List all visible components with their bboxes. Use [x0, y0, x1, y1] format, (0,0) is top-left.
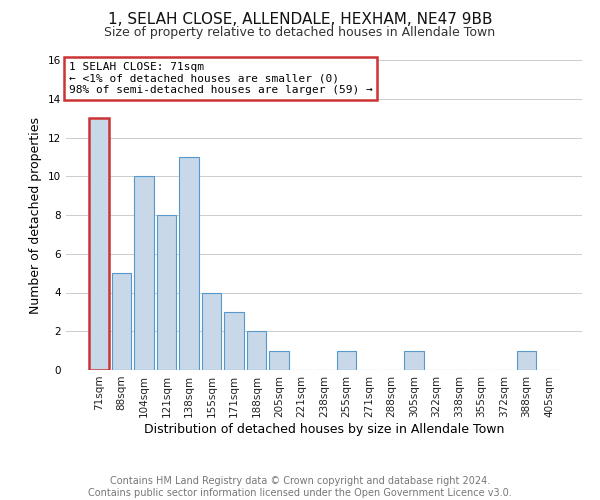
Bar	[269, 350, 289, 370]
Bar	[247, 331, 266, 370]
Bar	[179, 157, 199, 370]
Bar	[112, 273, 131, 370]
Bar	[89, 118, 109, 370]
Bar	[134, 176, 154, 370]
Bar	[224, 312, 244, 370]
Text: 1 SELAH CLOSE: 71sqm
← <1% of detached houses are smaller (0)
98% of semi-detach: 1 SELAH CLOSE: 71sqm ← <1% of detached h…	[68, 62, 373, 95]
Text: 1, SELAH CLOSE, ALLENDALE, HEXHAM, NE47 9BB: 1, SELAH CLOSE, ALLENDALE, HEXHAM, NE47 …	[108, 12, 492, 28]
Bar	[202, 292, 221, 370]
Y-axis label: Number of detached properties: Number of detached properties	[29, 116, 43, 314]
Bar	[404, 350, 424, 370]
Text: Contains HM Land Registry data © Crown copyright and database right 2024.
Contai: Contains HM Land Registry data © Crown c…	[88, 476, 512, 498]
Text: Size of property relative to detached houses in Allendale Town: Size of property relative to detached ho…	[104, 26, 496, 39]
X-axis label: Distribution of detached houses by size in Allendale Town: Distribution of detached houses by size …	[144, 422, 504, 436]
Bar	[157, 215, 176, 370]
Bar	[517, 350, 536, 370]
Bar	[337, 350, 356, 370]
